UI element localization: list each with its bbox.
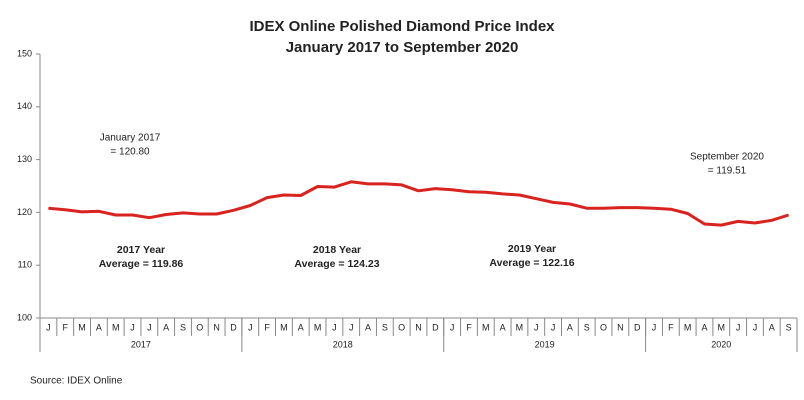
x-tick-label: J	[652, 322, 657, 332]
x-tick-label: F	[466, 322, 472, 332]
chart-title: IDEX Online Polished Diamond Price Index	[249, 18, 555, 35]
x-tick-label: M	[280, 322, 288, 332]
x-tick-label: S	[786, 322, 792, 332]
y-tick-label: 110	[18, 260, 32, 270]
chart-subtitle: January 2017 to September 2020	[286, 39, 519, 56]
y-tick-label: 150	[17, 48, 32, 58]
x-tick-label: A	[567, 322, 573, 332]
y-tick-label: 100	[17, 312, 32, 322]
annotation: 2018 Year	[313, 244, 361, 256]
x-tick-label: M	[718, 322, 726, 332]
x-tick-label: M	[482, 322, 490, 332]
y-tick-label: 120	[17, 207, 32, 217]
x-tick-label: A	[298, 322, 304, 332]
x-tick-label: J	[130, 322, 135, 332]
x-tick-label: D	[432, 322, 439, 332]
x-tick-label: J	[147, 322, 152, 332]
x-tick-label: J	[736, 322, 741, 332]
x-tick-label: J	[753, 322, 758, 332]
x-tick-label: M	[314, 322, 322, 332]
annotation: September 2020	[690, 152, 764, 163]
x-tick-label: D	[230, 322, 237, 332]
annotation: Average = 124.23	[294, 258, 379, 270]
x-tick-label: J	[534, 322, 539, 332]
x-tick-label: F	[668, 322, 674, 332]
year-label: 2017	[131, 339, 151, 349]
x-tick-label: A	[96, 322, 102, 332]
x-tick-label: A	[500, 322, 506, 332]
x-tick-label: M	[516, 322, 524, 332]
x-tick-label: O	[398, 322, 405, 332]
x-tick-label: J	[46, 322, 51, 332]
annotation: = 120.80	[110, 147, 150, 158]
x-tick-label: J	[551, 322, 556, 332]
annotation: 2017 Year	[117, 244, 165, 256]
x-tick-label: N	[617, 322, 624, 332]
source: Source: IDEX Online	[30, 376, 123, 387]
x-tick-label: D	[634, 322, 641, 332]
x-tick-label: A	[701, 322, 707, 332]
y-tick-label: 130	[17, 154, 32, 164]
x-tick-label: S	[382, 322, 388, 332]
x-tick-label: J	[349, 322, 354, 332]
year-label: 2020	[711, 339, 731, 349]
x-tick-label: F	[62, 322, 68, 332]
x-tick-label: S	[180, 322, 186, 332]
price-line	[48, 180, 790, 227]
x-tick-label: O	[196, 322, 203, 332]
x-tick-label: J	[248, 322, 253, 332]
x-tick-label: F	[264, 322, 270, 332]
x-tick-label: A	[769, 322, 775, 332]
x-tick-label: N	[213, 322, 220, 332]
x-tick-label: M	[684, 322, 692, 332]
y-tick-label: 140	[17, 101, 32, 111]
annotation: 2019 Year	[508, 243, 556, 255]
year-label: 2018	[333, 339, 353, 349]
x-tick-label: M	[78, 322, 86, 332]
x-tick-label: J	[332, 322, 337, 332]
year-label: 2019	[535, 339, 555, 349]
annotation: Average = 122.16	[489, 257, 574, 269]
annotation: January 2017	[100, 133, 161, 144]
annotation: Average = 119.86	[99, 258, 184, 270]
x-tick-label: O	[600, 322, 607, 332]
x-tick-label: A	[163, 322, 169, 332]
x-tick-label: M	[112, 322, 120, 332]
x-tick-label: N	[415, 322, 422, 332]
x-tick-label: S	[584, 322, 590, 332]
x-tick-label: J	[450, 322, 455, 332]
annotation: = 119.51	[708, 166, 747, 177]
x-tick-label: A	[365, 322, 371, 332]
